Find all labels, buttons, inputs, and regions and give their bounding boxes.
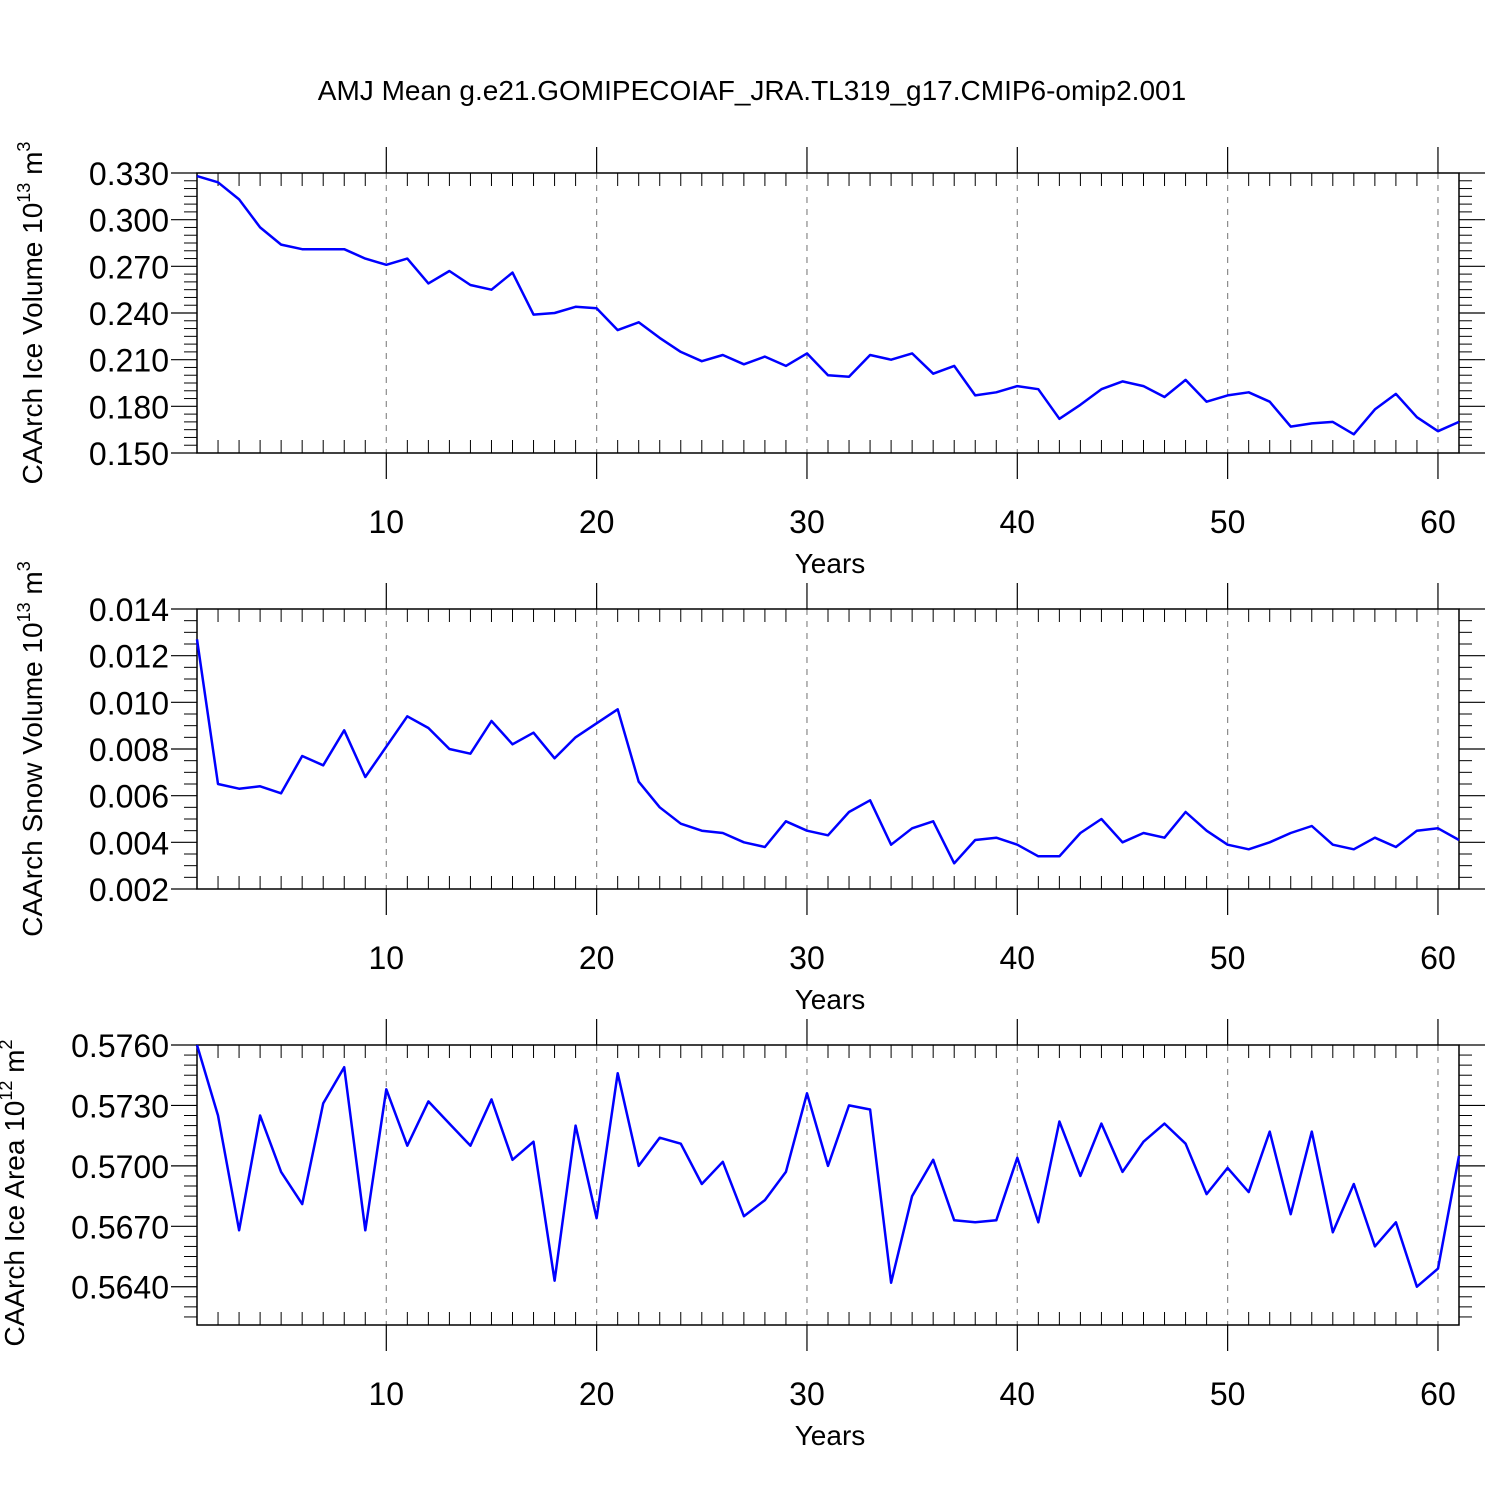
x-tick-label: 30 xyxy=(789,1376,825,1412)
y-tick-label: 0.5760 xyxy=(71,1028,169,1064)
y-tick-label: 0.012 xyxy=(89,639,169,675)
y-tick-label: 0.5700 xyxy=(71,1149,169,1185)
chart-title: AMJ Mean g.e21.GOMIPECOIAF_JRA.TL319_g17… xyxy=(318,75,1186,106)
y-axis-label-exponent: 13 xyxy=(14,602,34,622)
y-tick-label: 0.004 xyxy=(89,825,169,861)
y-axis-label-exponent: 13 xyxy=(14,183,34,203)
x-tick-label: 50 xyxy=(1210,1376,1246,1412)
chart-panel-1: 10 20 30 40 50 60 0.150 0.180 0.210 0.240 0.270 0.3… xyxy=(14,142,1485,579)
y-axis-label: CAArch Ice Area 1012 m2 xyxy=(0,1039,30,1346)
y-axis-label: CAArch Ice Volume 1013 m3 xyxy=(14,142,48,485)
plot-frame xyxy=(196,172,1460,454)
x-tick-label: 20 xyxy=(579,1376,615,1412)
y-tick-label: 0.210 xyxy=(89,343,169,379)
y-tick-label: 0.008 xyxy=(89,732,169,768)
x-tick-label: 40 xyxy=(1000,504,1036,540)
y-tick-label: 0.5670 xyxy=(71,1209,169,1245)
y-tick-label: 0.270 xyxy=(89,249,169,285)
x-tick-label: 30 xyxy=(789,940,825,976)
chart-panel-3: 10 20 30 40 50 60 0.5640 0.5670 0.5700 0.5730 0.57… xyxy=(0,1019,1485,1451)
y-axis-label-text: CAArch Ice Volume 10 xyxy=(17,203,48,485)
y-axis-label-exponent: 12 xyxy=(0,1081,16,1101)
series-line xyxy=(195,639,1460,865)
y-axis-label-unit-exponent: 3 xyxy=(14,142,34,152)
series-line xyxy=(195,1044,1461,1288)
x-axis-label: Years xyxy=(795,548,866,579)
y-tick-label: 0.010 xyxy=(89,685,169,721)
series-line xyxy=(196,174,1460,436)
x-tick-label: 30 xyxy=(789,504,825,540)
plot-frame xyxy=(196,1044,1460,1326)
x-tick-label: 60 xyxy=(1420,940,1456,976)
x-tick-label: 10 xyxy=(369,504,405,540)
x-tick-label: 10 xyxy=(369,940,405,976)
x-tick-label: 40 xyxy=(1000,1376,1036,1412)
x-tick-label: 40 xyxy=(1000,940,1036,976)
y-tick-label: 0.006 xyxy=(89,779,169,815)
x-axis-label: Years xyxy=(795,984,866,1015)
y-axis-label-unit-exponent: 2 xyxy=(0,1039,16,1049)
y-tick-label: 0.330 xyxy=(89,156,169,192)
x-tick-label: 20 xyxy=(579,940,615,976)
y-tick-label: 0.5640 xyxy=(71,1270,169,1306)
x-tick-label: 50 xyxy=(1210,940,1246,976)
y-tick-label: 0.5730 xyxy=(71,1088,169,1124)
y-axis-label-text: CAArch Snow Volume 10 xyxy=(17,622,48,936)
chart-panel-2: 10 20 30 40 50 60 0.002 0.004 0.006 0.008 0.010 0.0… xyxy=(14,561,1485,1015)
y-tick-label: 0.014 xyxy=(89,592,169,628)
y-axis-label: CAArch Snow Volume 1013 m3 xyxy=(14,561,48,937)
x-tick-label: 60 xyxy=(1420,1376,1456,1412)
y-tick-label: 0.240 xyxy=(89,296,169,332)
y-tick-label: 0.180 xyxy=(89,389,169,425)
x-tick-label: 20 xyxy=(579,504,615,540)
x-tick-label: 10 xyxy=(369,1376,405,1412)
x-tick-label: 50 xyxy=(1210,504,1246,540)
y-tick-label: 0.150 xyxy=(89,436,169,472)
y-tick-label: 0.002 xyxy=(89,872,169,908)
plot-frame xyxy=(196,608,1460,890)
y-axis-label-unit: m xyxy=(17,152,48,183)
y-axis-label-text: CAArch Ice Area 10 xyxy=(0,1101,30,1347)
y-axis-label-unit-exponent: 3 xyxy=(14,561,34,571)
y-axis-label-unit: m xyxy=(0,1049,30,1080)
y-axis-label-unit: m xyxy=(17,571,48,602)
x-tick-label: 60 xyxy=(1420,504,1456,540)
x-axis-label: Years xyxy=(795,1420,866,1451)
y-tick-label: 0.300 xyxy=(89,203,169,239)
